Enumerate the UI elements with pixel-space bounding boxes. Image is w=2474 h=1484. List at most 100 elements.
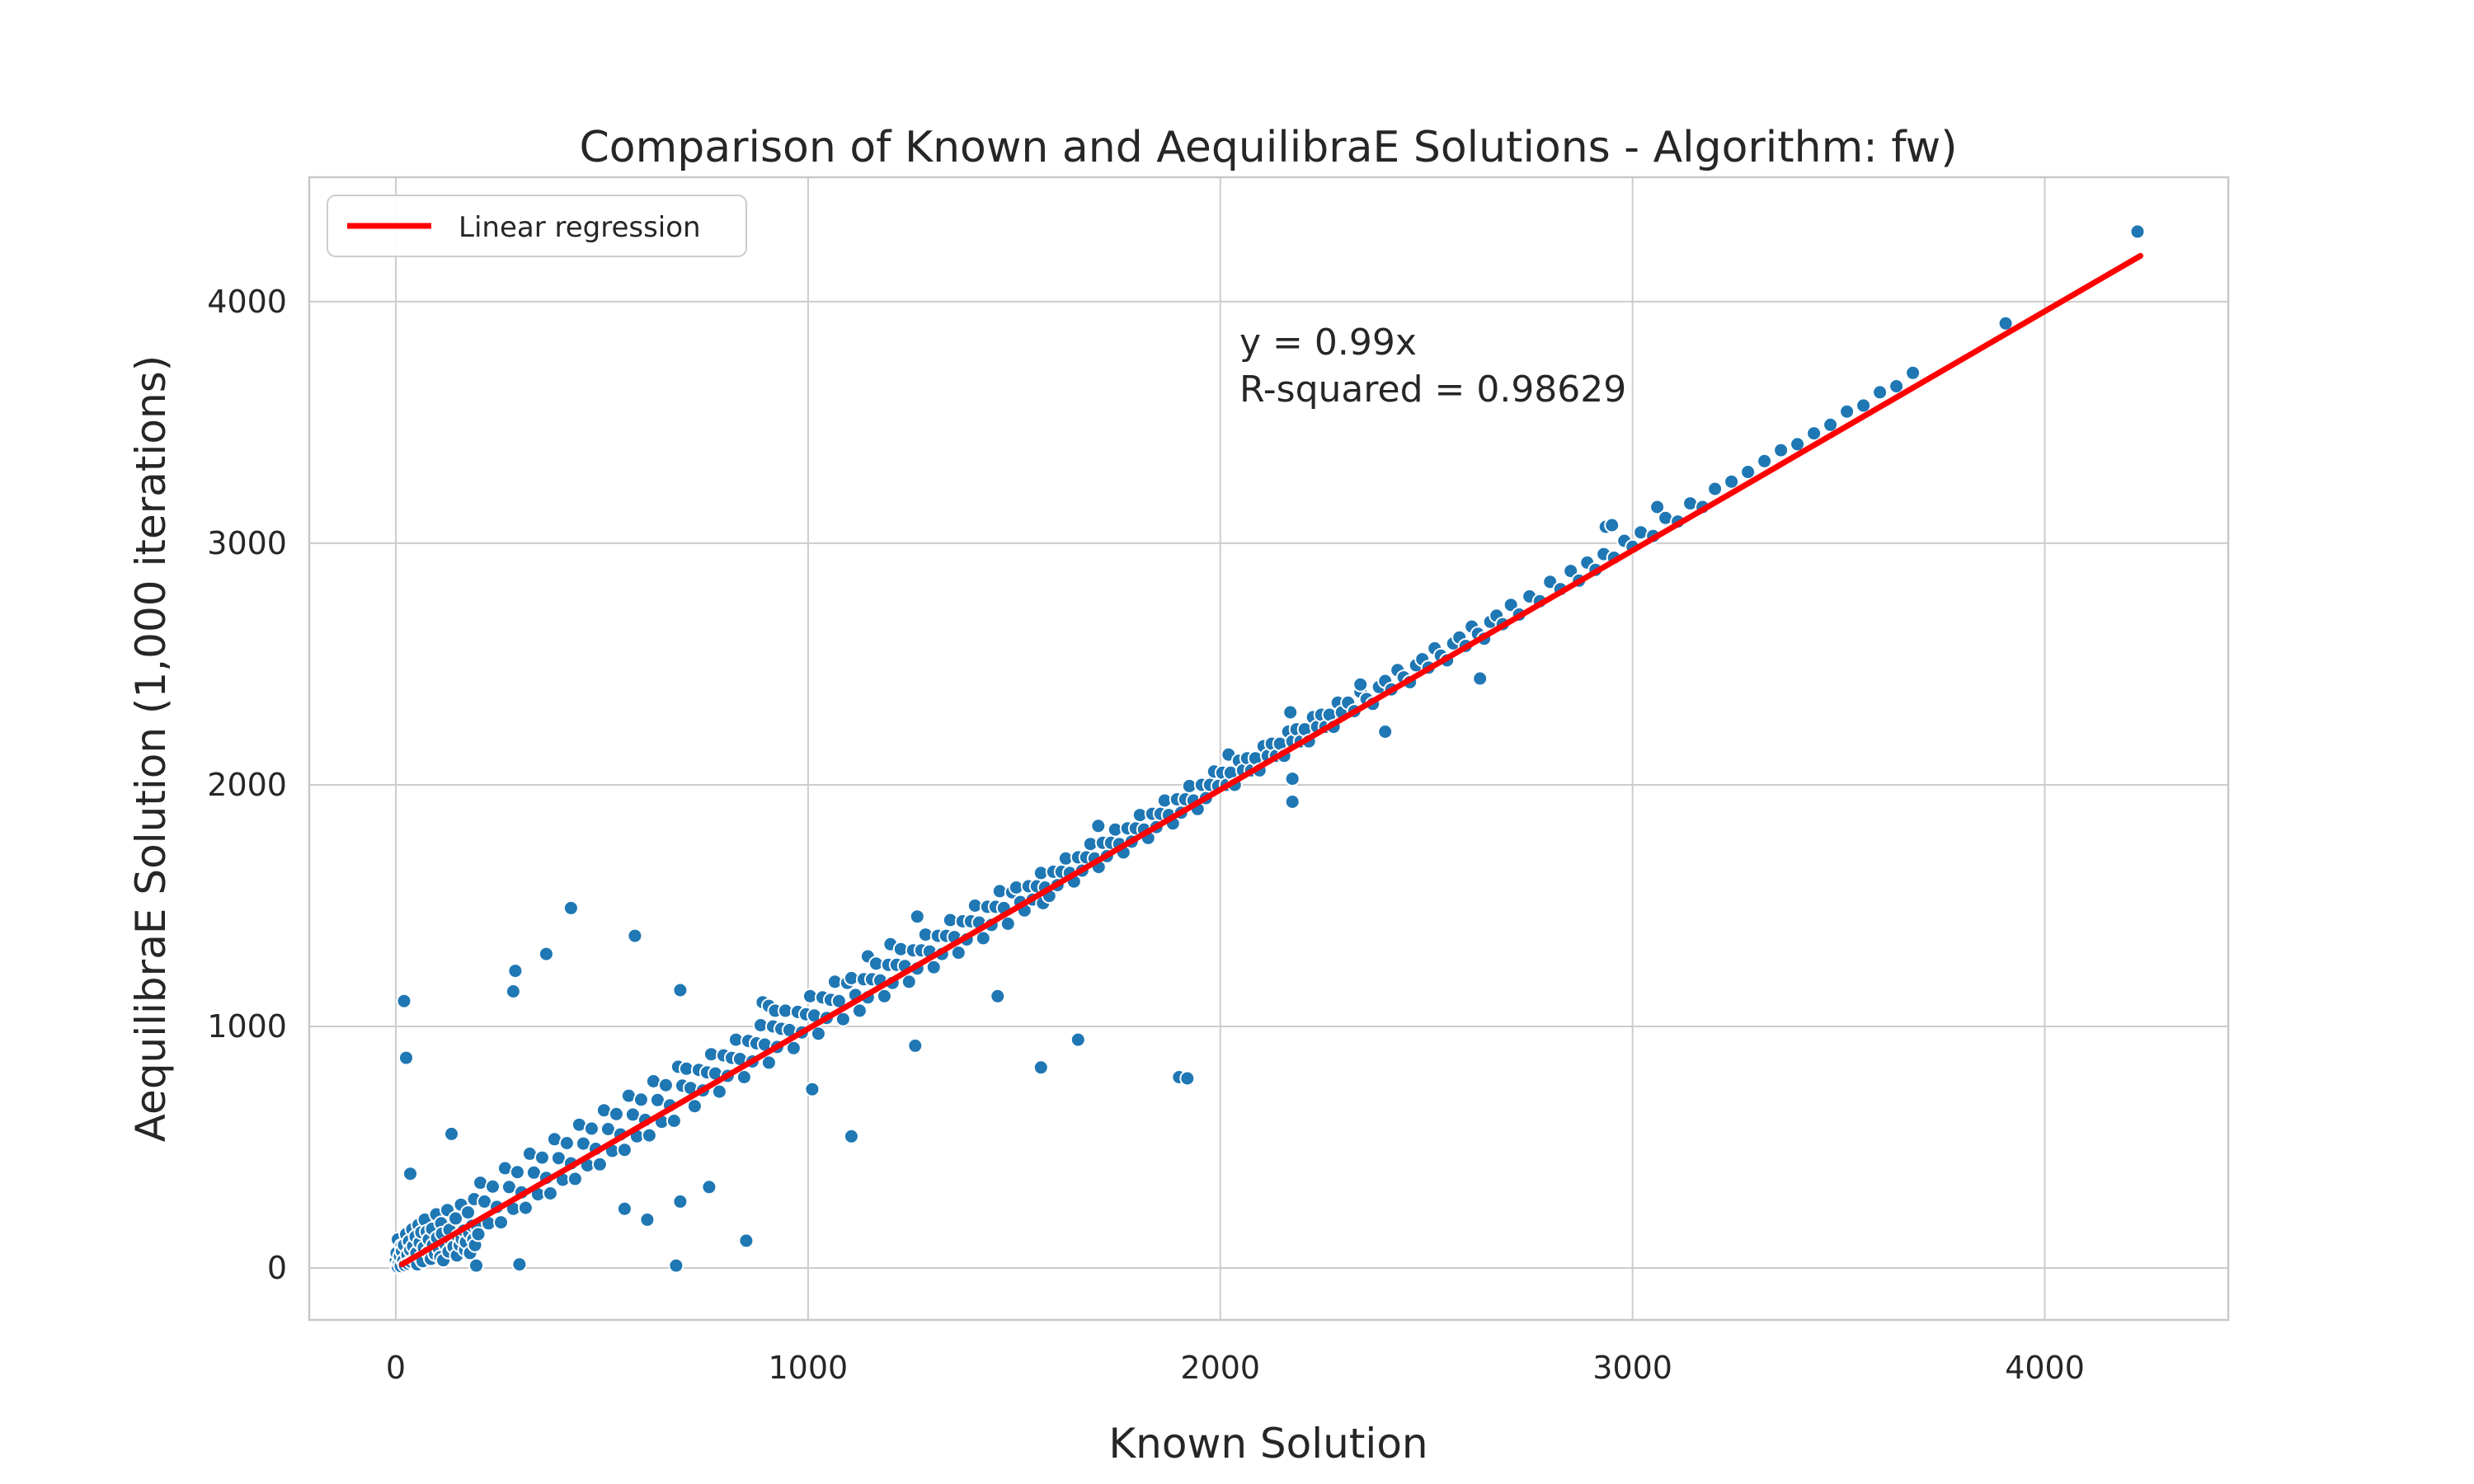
data-point bbox=[1888, 378, 1905, 394]
data-point bbox=[460, 1205, 476, 1221]
data-point bbox=[907, 1037, 924, 1054]
data-point bbox=[534, 1149, 550, 1166]
data-point bbox=[990, 988, 1006, 1004]
data-point bbox=[785, 1040, 802, 1056]
data-point bbox=[1707, 481, 1724, 497]
data-point bbox=[1649, 499, 1666, 515]
data-point bbox=[507, 963, 524, 979]
data-point bbox=[736, 1069, 752, 1085]
x-axis-label: Known Solution bbox=[1108, 1420, 1427, 1468]
y-axis-label: AequilibraE Solution (1,000 iterations) bbox=[127, 355, 175, 1143]
data-point bbox=[1790, 436, 1806, 453]
data-point bbox=[616, 1200, 633, 1217]
data-point bbox=[1757, 453, 1773, 469]
regression-line bbox=[399, 252, 2143, 1268]
y-tick-label: 1000 bbox=[207, 1008, 287, 1045]
data-point bbox=[1856, 397, 1872, 414]
data-point bbox=[851, 1003, 868, 1019]
y-tick-labels: 0 1000 2000 3000 4000 bbox=[207, 284, 287, 1286]
data-point bbox=[843, 1128, 859, 1144]
data-point bbox=[1070, 1031, 1086, 1048]
data-point bbox=[468, 1257, 484, 1274]
data-point bbox=[1284, 794, 1300, 810]
data-point bbox=[1773, 442, 1790, 458]
data-point bbox=[1352, 676, 1369, 693]
data-point bbox=[562, 899, 579, 916]
data-point bbox=[711, 1083, 727, 1100]
x-tick-label: 1000 bbox=[769, 1350, 849, 1386]
data-point bbox=[558, 1135, 575, 1151]
x-tick-labels: 0 1000 2000 3000 4000 bbox=[386, 1350, 2085, 1386]
data-point bbox=[901, 974, 917, 990]
data-point bbox=[1377, 724, 1394, 740]
data-point bbox=[1997, 315, 2014, 331]
data-point bbox=[1282, 704, 1299, 721]
data-point bbox=[925, 959, 942, 975]
data-point bbox=[470, 1226, 487, 1242]
data-point bbox=[1724, 473, 1740, 490]
x-tick-label: 0 bbox=[386, 1350, 406, 1386]
data-point bbox=[1740, 464, 1757, 480]
data-point bbox=[1905, 364, 1921, 381]
data-point bbox=[950, 945, 967, 961]
data-point bbox=[616, 1142, 633, 1158]
x-tick-label: 4000 bbox=[2005, 1350, 2085, 1386]
legend-box bbox=[327, 195, 747, 257]
chart-title: Comparison of Known and AequilibraE Solu… bbox=[579, 123, 1957, 172]
data-point bbox=[1872, 384, 1888, 401]
data-point bbox=[999, 915, 1016, 932]
y-tick-label: 3000 bbox=[207, 525, 287, 561]
data-point bbox=[835, 1011, 851, 1027]
data-point bbox=[672, 982, 689, 998]
data-point bbox=[1839, 403, 1856, 420]
data-point bbox=[608, 1106, 624, 1122]
data-point bbox=[1806, 425, 1823, 442]
y-tick-label: 4000 bbox=[207, 284, 287, 320]
data-point bbox=[975, 930, 991, 946]
data-point bbox=[810, 1026, 826, 1042]
data-point bbox=[1284, 771, 1300, 787]
data-point bbox=[668, 1257, 684, 1274]
data-point bbox=[509, 1164, 525, 1181]
y-tick-label: 2000 bbox=[207, 767, 287, 803]
x-tick-label: 3000 bbox=[1592, 1350, 1672, 1386]
data-point bbox=[701, 1179, 717, 1195]
data-point bbox=[1090, 818, 1107, 834]
data-point bbox=[444, 1125, 459, 1142]
plot-frame bbox=[308, 176, 2230, 1322]
data-point bbox=[511, 1256, 528, 1273]
data-point bbox=[627, 928, 643, 944]
data-point bbox=[542, 1186, 558, 1201]
x-tick-label: 2000 bbox=[1180, 1350, 1260, 1386]
data-point bbox=[639, 1211, 656, 1228]
y-tick-label: 0 bbox=[267, 1250, 287, 1286]
data-point bbox=[666, 1113, 682, 1129]
data-point bbox=[398, 1050, 414, 1066]
data-point bbox=[493, 1214, 509, 1231]
data-point bbox=[909, 909, 925, 925]
data-point bbox=[396, 993, 412, 1009]
data-point bbox=[448, 1210, 463, 1227]
data-point bbox=[2129, 223, 2146, 240]
gridlines bbox=[309, 177, 2228, 1320]
data-point bbox=[505, 984, 521, 999]
annotation-equation: y = 0.99x bbox=[1239, 322, 1417, 364]
data-point bbox=[633, 1092, 649, 1108]
data-point bbox=[876, 988, 892, 1004]
data-point bbox=[686, 1098, 703, 1115]
data-point bbox=[760, 1054, 777, 1071]
data-point bbox=[402, 1166, 418, 1182]
data-point bbox=[517, 1200, 534, 1216]
data-point bbox=[485, 1178, 501, 1195]
data-point bbox=[657, 1077, 674, 1093]
data-point bbox=[1472, 670, 1489, 687]
data-point bbox=[672, 1193, 689, 1209]
data-point bbox=[538, 946, 554, 962]
data-point bbox=[804, 1081, 821, 1097]
data-point bbox=[591, 1156, 608, 1172]
legend-label: Linear regression bbox=[459, 211, 701, 244]
data-point bbox=[1604, 517, 1620, 533]
data-point bbox=[1823, 416, 1839, 433]
